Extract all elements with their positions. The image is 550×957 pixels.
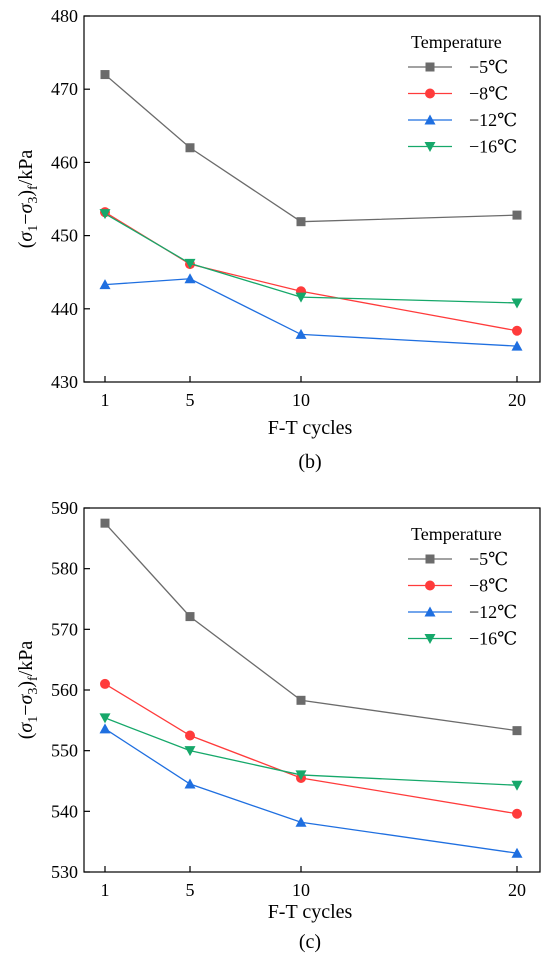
y-tick-label: 540 [51, 801, 78, 821]
data-point [100, 518, 110, 528]
y-tick-label: 590 [51, 498, 78, 518]
y-tick-label: 450 [51, 226, 78, 246]
x-axis-title: F-T cycles [268, 901, 353, 923]
legend-swatch-marker [425, 62, 435, 72]
data-point [296, 695, 306, 705]
x-tick-label: 1 [101, 880, 110, 900]
legend-swatch-marker [424, 114, 436, 125]
data-point [295, 770, 307, 781]
chart-panel-2: 530 540 550 560 570 580 590 1 5 10 20 F-T cycles (σ1… [15, 498, 541, 953]
series-2 [100, 207, 522, 336]
series-3 [99, 723, 523, 858]
data-point [184, 273, 196, 284]
series-line [104, 213, 518, 304]
y-tick-label: 570 [51, 619, 78, 639]
data-point [295, 328, 307, 339]
legend-entry-label: −8℃ [469, 84, 508, 104]
chart-panel-1: 430 440 450 460 470 480 1 5 10 20 F-T cycles (σ1​−σ… [15, 6, 541, 473]
legend-entry-label: −5℃ [469, 57, 508, 77]
legend-swatch-marker [425, 88, 435, 99]
legend-entry-label: −12℃ [469, 602, 517, 622]
panel-label: (c) [299, 931, 321, 953]
data-point [184, 258, 196, 269]
series-line [104, 522, 518, 732]
series-line [104, 74, 518, 223]
x-tick-label: 10 [292, 390, 310, 410]
legend-title: Temperature [411, 524, 502, 544]
legend-swatch-marker [424, 142, 436, 152]
legend-swatch-marker [425, 554, 435, 564]
x-tick-label: 20 [508, 390, 526, 410]
data-point [185, 143, 195, 153]
y-axis-title: (σ1​−σ3​)f​/kPa [15, 641, 41, 740]
legend-swatch-marker [424, 634, 436, 644]
data-point [100, 70, 110, 80]
y-tick-label: 580 [51, 559, 78, 579]
plot-frame [83, 15, 541, 383]
data-point [295, 816, 307, 827]
legend-entry-label: −8℃ [469, 576, 508, 596]
data-point [511, 847, 523, 858]
data-point [99, 713, 111, 724]
series-4 [99, 713, 523, 791]
data-point [99, 209, 111, 220]
data-point [100, 678, 110, 689]
panel-label: (b) [298, 451, 321, 473]
data-point [296, 217, 306, 227]
data-point [512, 726, 522, 736]
x-tick-label: 20 [508, 880, 526, 900]
data-point [511, 340, 523, 351]
x-tick-label: 5 [186, 880, 195, 900]
y-tick-label: 560 [51, 680, 78, 700]
data-point [185, 730, 195, 741]
data-point [184, 746, 196, 757]
data-point [512, 325, 522, 336]
y-tick-label: 530 [51, 862, 78, 882]
legend-swatch-marker [425, 580, 435, 591]
series-line [104, 683, 518, 815]
data-point [512, 210, 522, 220]
y-tick-label: 550 [51, 741, 78, 761]
legend-entry-label: −16℃ [469, 629, 517, 649]
data-point [99, 279, 111, 290]
legend-entry-label: −5℃ [469, 549, 508, 569]
series-3 [99, 273, 523, 351]
data-point [185, 612, 195, 622]
series-2 [100, 678, 522, 819]
legend-entry-label: −16℃ [469, 137, 517, 157]
series-line [104, 717, 518, 786]
legend-entry-label: −12℃ [469, 110, 517, 130]
data-point [511, 780, 523, 791]
data-point [511, 298, 523, 309]
y-tick-label: 430 [51, 372, 78, 392]
x-tick-label: 5 [186, 390, 195, 410]
legend: Temperature −5℃ −8℃ −12℃ −16℃ [408, 32, 517, 157]
series-1 [100, 518, 522, 736]
x-tick-label: 1 [101, 390, 110, 410]
y-tick-label: 470 [51, 79, 78, 99]
series-4 [99, 209, 523, 309]
series-line [104, 728, 518, 854]
series-1 [100, 70, 522, 227]
data-point [99, 723, 111, 734]
y-axis-title: (σ1​−σ3​)f​/kPa [15, 150, 41, 249]
data-point [184, 778, 196, 789]
legend-swatch-marker [424, 606, 436, 617]
legend: Temperature −5℃ −8℃ −12℃ −16℃ [408, 524, 517, 649]
y-tick-label: 460 [51, 152, 78, 172]
x-axis-title: F-T cycles [268, 417, 353, 439]
series-line [104, 278, 518, 347]
y-tick-label: 480 [51, 6, 78, 26]
x-tick-label: 10 [292, 880, 310, 900]
data-point [295, 292, 307, 303]
legend-title: Temperature [411, 32, 502, 52]
data-point [512, 808, 522, 819]
y-tick-label: 440 [51, 299, 78, 319]
series-line [104, 211, 518, 332]
